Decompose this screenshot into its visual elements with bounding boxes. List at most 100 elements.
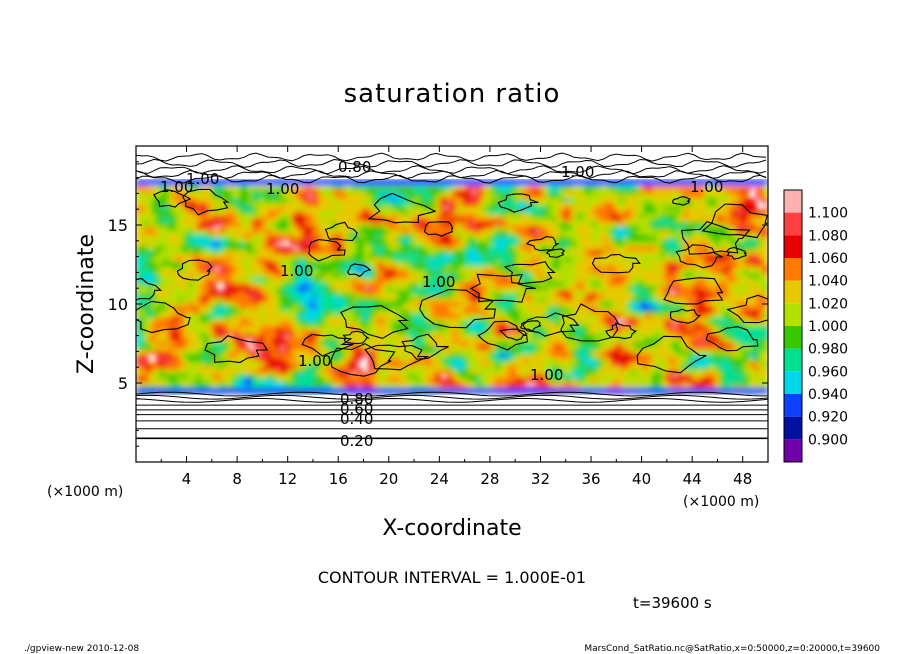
field-cell	[356, 290, 361, 295]
field-cell	[148, 290, 153, 295]
field-cell	[348, 346, 353, 351]
field-cell	[432, 374, 437, 379]
field-cell	[156, 350, 161, 355]
field-cell	[388, 274, 393, 279]
field-cell	[276, 222, 281, 227]
field-cell	[220, 354, 225, 359]
field-cell	[204, 250, 209, 255]
field-cell	[392, 226, 397, 231]
field-cell	[360, 186, 365, 191]
field-cell	[280, 334, 285, 339]
field-cell	[196, 286, 201, 291]
field-cell	[188, 302, 193, 307]
field-cell	[256, 306, 261, 311]
field-cell	[288, 378, 293, 383]
field-cell	[264, 270, 269, 275]
field-cell	[356, 214, 361, 219]
field-cell	[192, 230, 197, 235]
field-cell	[432, 246, 437, 251]
field-cell	[512, 222, 517, 227]
field-cell	[240, 374, 245, 379]
field-cell	[404, 274, 409, 279]
field-cell	[152, 282, 157, 287]
field-cell	[436, 342, 441, 347]
field-cell	[472, 306, 477, 311]
field-cell	[432, 358, 437, 363]
field-cell	[428, 234, 433, 239]
field-cell	[296, 222, 301, 227]
field-cell	[232, 230, 237, 235]
field-cell	[172, 294, 177, 299]
field-cell	[280, 382, 285, 387]
field-cell	[196, 202, 201, 207]
field-cell	[152, 370, 157, 375]
field-cell	[356, 194, 361, 199]
field-cell	[356, 246, 361, 251]
field-cell	[464, 226, 469, 231]
field-cell	[192, 382, 197, 387]
field-cell	[364, 238, 369, 243]
field-cell	[460, 210, 465, 215]
field-cell	[276, 238, 281, 243]
field-cell	[148, 314, 153, 319]
field-cell	[456, 282, 461, 287]
field-cell	[220, 322, 225, 327]
field-cell	[240, 262, 245, 267]
field-cell	[388, 362, 393, 367]
field-cell	[324, 326, 329, 331]
field-cell	[184, 298, 189, 303]
field-cell	[388, 282, 393, 287]
field-cell	[360, 290, 365, 295]
field-cell	[512, 258, 517, 263]
field-cell	[256, 194, 261, 199]
field-cell	[516, 190, 521, 195]
field-cell	[160, 278, 165, 283]
field-cell	[276, 254, 281, 259]
field-cell	[388, 246, 393, 251]
field-cell	[436, 254, 441, 259]
field-cell	[176, 198, 181, 203]
field-cell	[148, 246, 153, 251]
field-cell	[352, 282, 357, 287]
field-cell	[288, 294, 293, 299]
field-cell	[340, 338, 345, 343]
field-cell	[292, 254, 297, 259]
field-cell	[452, 306, 457, 311]
field-cell	[196, 190, 201, 195]
field-cell	[496, 290, 501, 295]
field-cell	[224, 362, 229, 367]
field-cell	[364, 254, 369, 259]
field-cell	[164, 210, 169, 215]
field-cell	[324, 294, 329, 299]
field-cell	[320, 270, 325, 275]
field-cell	[232, 354, 237, 359]
field-cell	[468, 222, 473, 227]
field-cell	[292, 286, 297, 291]
field-cell	[316, 214, 321, 219]
field-cell	[204, 230, 209, 235]
field-cell	[188, 370, 193, 375]
field-cell	[152, 266, 157, 271]
field-cell	[212, 338, 217, 343]
field-cell	[208, 230, 213, 235]
field-cell	[364, 218, 369, 223]
field-cell	[480, 358, 485, 363]
field-cell	[516, 334, 521, 339]
field-cell	[328, 310, 333, 315]
field-cell	[480, 282, 485, 287]
field-cell	[200, 354, 205, 359]
field-cell	[160, 358, 165, 363]
field-cell	[240, 186, 245, 191]
field-cell	[460, 270, 465, 275]
field-cell	[324, 322, 329, 327]
field-cell	[492, 306, 497, 311]
field-cell	[456, 314, 461, 319]
field-cell	[216, 366, 221, 371]
field-cell	[444, 250, 449, 255]
field-cell	[468, 258, 473, 263]
field-cell	[368, 242, 373, 247]
field-cell	[484, 226, 489, 231]
field-cell	[436, 270, 441, 275]
field-cell	[268, 194, 273, 199]
field-cell	[304, 302, 309, 307]
